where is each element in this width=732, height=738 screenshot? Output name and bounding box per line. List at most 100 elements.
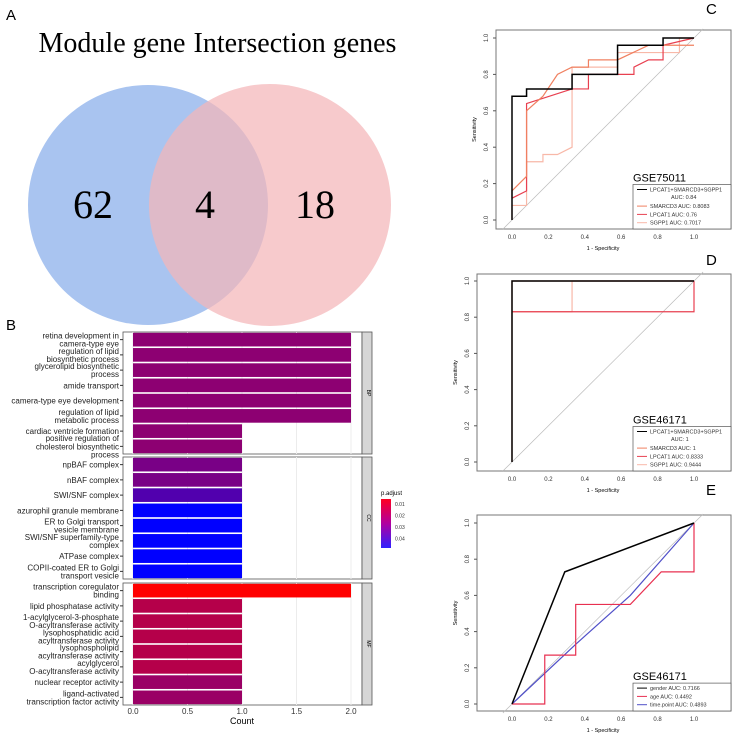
panel-label-D: D (706, 252, 717, 269)
bar-label: lysophospholipid (60, 644, 119, 653)
x-tick-label: 0.6 (617, 235, 626, 241)
legend-box (632, 426, 732, 472)
bar (133, 583, 351, 598)
roc-curve (512, 281, 695, 313)
y-tick-label: 0.0 (484, 215, 490, 224)
y-tick-label: 1.0 (465, 276, 471, 285)
venn-count: 62 (73, 182, 113, 227)
roc-curve (511, 522, 695, 705)
x-tick-label: 1.0 (690, 477, 699, 483)
venn-set-label: Module gene (39, 28, 186, 59)
dataset-title: GSE46171 (633, 671, 687, 683)
bar-label: cholesterol biosynthetic (36, 442, 119, 451)
dataset-title: GSE75011 (633, 173, 686, 185)
legend-label: SMARCD3 AUC: 1 (650, 446, 696, 452)
y-tick-label: 0.0 (465, 699, 471, 708)
x-tick-label: 0.4 (581, 717, 590, 723)
y-axis-label: Sensitivity (453, 600, 459, 625)
legend-label: SMARCD3 AUC: 0.8083 (650, 204, 710, 210)
legend-label: AUC: 1 (671, 437, 689, 443)
y-tick-label: 0.2 (484, 179, 490, 188)
legend-box (632, 682, 732, 712)
panel-c-diagonal (502, 28, 704, 230)
bar-label: retina development in (43, 332, 120, 341)
facet-strip-label: BP (365, 390, 371, 397)
bar-label: process (91, 451, 119, 460)
legend-tick-label: 0.03 (395, 525, 405, 531)
y-tick-label: 0.2 (465, 663, 471, 672)
panel-label-E: E (706, 482, 716, 499)
x-axis-label: 1 - Specificity (587, 728, 620, 734)
bar (133, 488, 242, 502)
y-tick-label: 0.8 (465, 554, 471, 563)
y-tick-label: 0.2 (465, 421, 471, 430)
facet-strip (361, 582, 373, 706)
roc-curve (512, 523, 695, 705)
bar (133, 599, 242, 613)
x-tick-label: 0.8 (653, 477, 662, 483)
bar-label: acyltransferase activity (38, 652, 119, 661)
bar-label: SWI/SNF superfamily-type (25, 533, 120, 542)
legend-tick-label: 0.01 (395, 502, 405, 508)
x-axis-label: Count (230, 716, 255, 726)
y-tick-label: 0.4 (484, 142, 490, 151)
y-tick-label: 1.0 (484, 33, 490, 42)
y-axis-label: Sensitivity (472, 117, 478, 142)
bar (133, 690, 242, 705)
x-tick-label: 2.0 (345, 707, 357, 716)
bar (133, 473, 242, 487)
legend-label: LPCAT1+SMARCD3+SGPP1 (650, 430, 722, 436)
legend-label: gender AUC: 0.7166 (650, 686, 700, 692)
panel-label-A: A (6, 7, 16, 24)
bar-label: amide transport (63, 381, 119, 390)
bar-label: lysophosphatidic acid (43, 628, 119, 637)
bar-label: COPII-coated ER to Golgi (27, 563, 119, 572)
bar-label: process (91, 370, 119, 379)
roc-curve (511, 37, 694, 220)
y-tick-label: 0.6 (484, 106, 490, 115)
x-tick-label: 0.0 (508, 235, 517, 241)
bar-label: regulation of lipid (59, 408, 119, 417)
y-tick-label: 1.0 (465, 518, 471, 527)
panel-d-diagonal (502, 271, 704, 472)
bar (133, 424, 242, 438)
x-tick-label: 0.4 (581, 477, 590, 483)
bar (133, 348, 351, 362)
dataset-title: GSE46171 (633, 415, 687, 427)
legend-tick-label: 0.04 (395, 537, 405, 543)
x-tick-label: 1.0 (236, 707, 248, 716)
x-tick-label: 0.0 (508, 717, 517, 723)
bar (133, 393, 351, 408)
bar (133, 518, 242, 533)
facet-strip (361, 456, 373, 580)
bar (133, 564, 242, 579)
y-tick-label: 0.0 (465, 457, 471, 466)
bar (133, 614, 242, 628)
bar-label: ER to Golgi transport (44, 518, 119, 527)
venn-set-label: Intersection genes (194, 28, 397, 59)
legend-label: SGPP1 AUC: 0.9444 (650, 463, 701, 469)
facet-strip-label: MF (365, 640, 371, 647)
bar (133, 363, 351, 377)
bar-label: O-acyltransferase activity (29, 621, 119, 630)
bar-label: npBAF complex (63, 461, 119, 470)
bar-label: nuclear receptor activity (35, 678, 119, 687)
legend-label: SGPP1 AUC: 0.7017 (650, 221, 701, 227)
roc-curve (511, 280, 694, 462)
panel-c-plot-box (495, 29, 732, 230)
x-axis-label: 1 - Specificity (587, 488, 620, 494)
bar (133, 409, 351, 423)
legend-label: LPCAT1 AUC: 0.8333 (650, 454, 703, 460)
bar-label: vesicle membrane (54, 526, 119, 535)
bar-label: transcription coregulator (33, 583, 119, 592)
y-tick-label: 0.4 (465, 385, 471, 394)
bar (133, 660, 242, 674)
bar (133, 629, 242, 644)
roc-curve (511, 44, 694, 199)
bar-label: transcription factor activity (27, 697, 119, 706)
y-tick-label: 0.8 (465, 312, 471, 321)
legend-box (632, 184, 732, 230)
x-tick-label: 1.0 (690, 717, 699, 723)
bar (133, 378, 351, 393)
